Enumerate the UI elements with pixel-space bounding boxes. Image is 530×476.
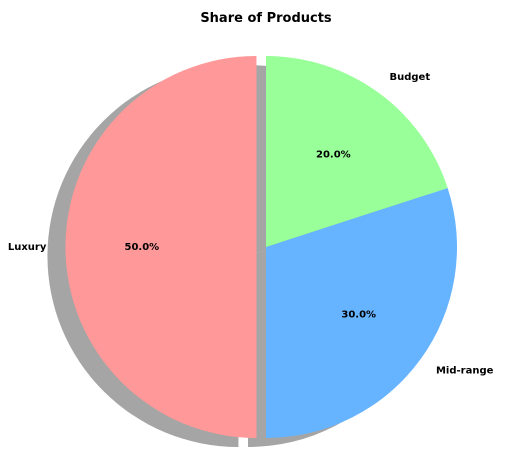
slice-layer xyxy=(65,56,457,438)
slice-percent-budget: 20.0% xyxy=(316,149,351,160)
slice-mid-range xyxy=(266,187,457,438)
slice-percent-luxury: 50.0% xyxy=(124,242,159,253)
slice-budget xyxy=(266,56,448,247)
slice-label-mid-range: Mid-range xyxy=(436,365,494,376)
slice-label-luxury: Luxury xyxy=(8,242,47,253)
slice-label-budget: Budget xyxy=(389,72,430,83)
chart-title: Share of Products xyxy=(200,11,332,26)
slice-luxury xyxy=(65,56,257,438)
label-layer: Luxury 50.0% Mid-range 30.0% Budget 20.0% xyxy=(8,72,494,376)
slice-percent-mid-range: 30.0% xyxy=(341,309,376,320)
